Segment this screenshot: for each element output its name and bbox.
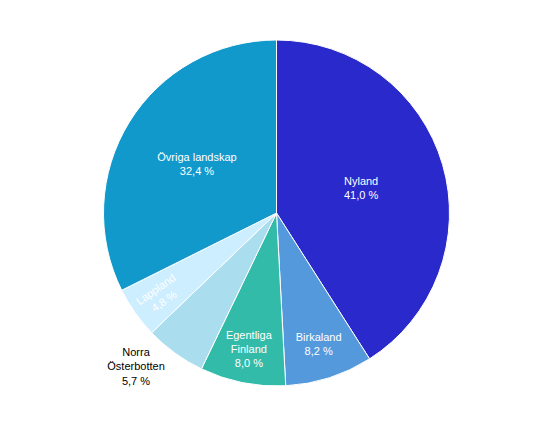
html-text:4,8 %: 4,8 %	[149, 287, 179, 314]
svg-text:Birkaland8,2 %: Birkaland8,2 %	[296, 331, 342, 357]
svg-text:Nyland41,0 %: Nyland41,0 %	[344, 175, 378, 201]
svg-text:NorraÖsterbotten5,7 %: NorraÖsterbotten5,7 %	[107, 346, 164, 387]
html-text:Lappland: Lappland	[133, 271, 178, 308]
svg-text:Övriga landskap32,4 %: Övriga landskap32,4 %	[157, 151, 237, 177]
svg-text:EgentligaFinland8,0 %: EgentligaFinland8,0 %	[226, 329, 273, 370]
